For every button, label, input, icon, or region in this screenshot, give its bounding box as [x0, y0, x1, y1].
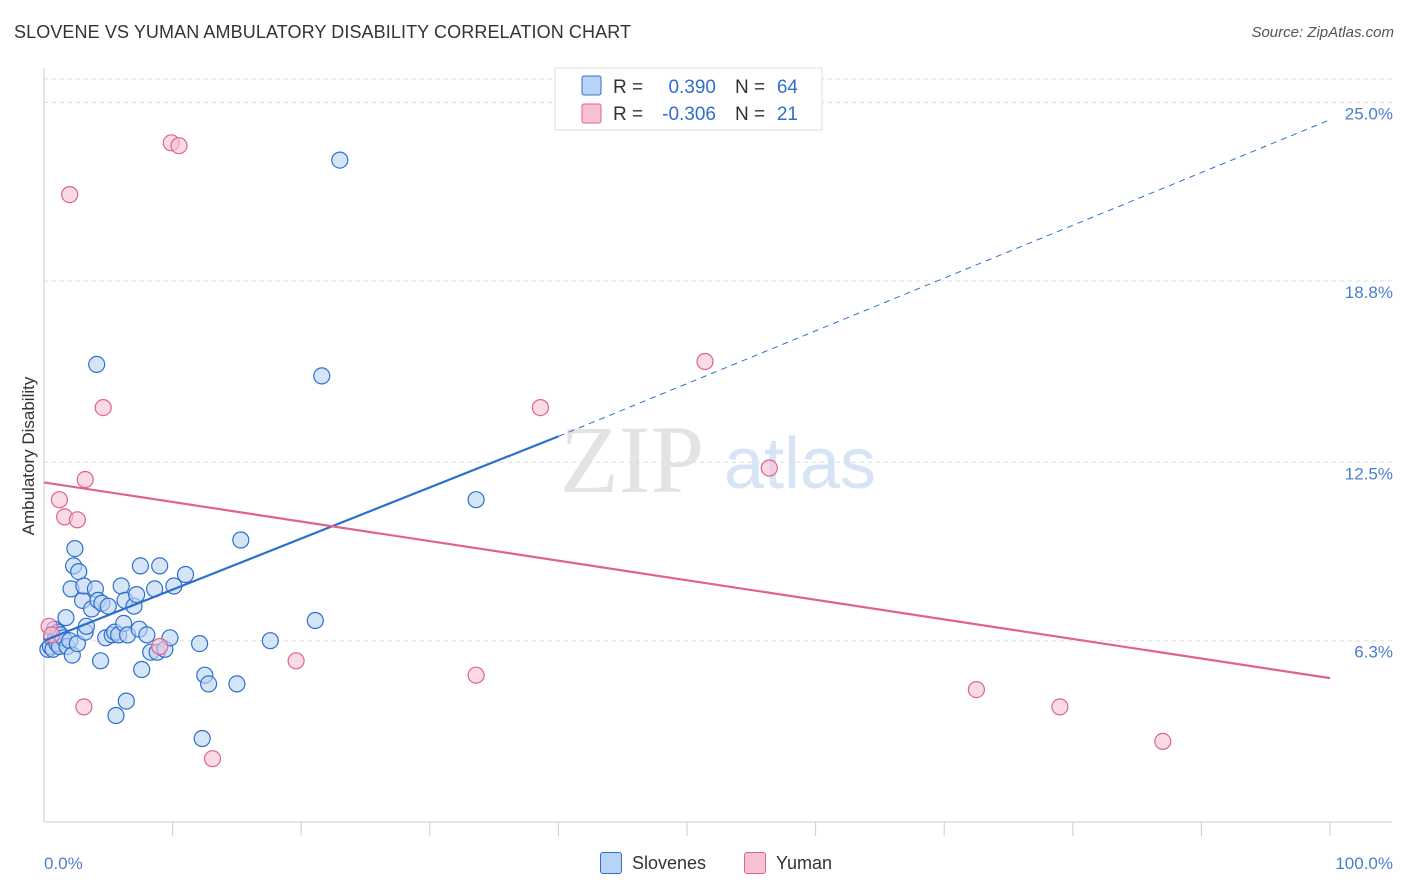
slovenes-point-11 [57, 609, 75, 627]
chart-title: SLOVENE VS YUMAN AMBULATORY DISABILITY C… [14, 22, 632, 42]
legend-item-yuman: Yuman [744, 852, 832, 874]
slovenes-point-45 [133, 660, 151, 679]
yuman-point-11 [170, 137, 188, 155]
yuman-point-13 [287, 652, 305, 670]
legend-label-slovenes: Slovenes [632, 852, 707, 873]
yuman-point-19 [1051, 698, 1069, 716]
x-tick-label-1: 100.0% [1335, 854, 1393, 873]
y-tick-label-3: 25.0% [1345, 105, 1393, 124]
slovenes-point-36 [112, 577, 130, 595]
slovenes-point-58 [200, 675, 218, 693]
slovenes-point-17 [66, 539, 84, 558]
trend-lines [43, 119, 1331, 680]
slovenes-point-26 [88, 355, 106, 373]
legend-swatch-yuman [581, 103, 602, 124]
legend-n-label-2: N = [735, 104, 770, 125]
y-tick-label-2: 18.8% [1345, 283, 1393, 302]
slovenes-swatch [600, 852, 622, 874]
y-axis-title: Ambulatory Disability [19, 376, 38, 535]
yuman-point-7 [75, 698, 93, 716]
yuman-point-8 [94, 399, 112, 417]
legend-r-label-1: R = [613, 77, 648, 98]
legend-n-value-2: 21 [777, 104, 798, 125]
yuman-swatch [744, 852, 766, 874]
slovenes-point-34 [107, 706, 125, 725]
slovenes-point-55 [191, 634, 209, 653]
yuman-point-16 [696, 352, 714, 371]
slovenes-trend-line [43, 435, 559, 642]
slovenes-point-64 [331, 151, 349, 169]
yuman-point-5 [68, 511, 87, 529]
slovenes-point-60 [232, 531, 250, 549]
legend-r-label-2: R = [613, 104, 648, 125]
tick-labels: 6.3% 12.5% 18.8% 25.0% 0.0% 100.0% [44, 105, 1393, 873]
yuman-point-12 [203, 750, 222, 768]
slovenes-point-46 [138, 626, 156, 644]
legend-label-yuman: Yuman [776, 852, 833, 873]
slovenes-point-50 [151, 557, 169, 575]
legend-r-value-2: -0.306 [662, 104, 716, 125]
yuman-point-17 [760, 459, 778, 477]
watermark-atlas: atlas [724, 424, 876, 504]
yuman-point-2 [50, 491, 69, 509]
y-tick-label-0: 6.3% [1354, 643, 1393, 662]
legend-n-label-1: N = [735, 77, 770, 98]
legend-r-value-1: 0.390 [668, 77, 716, 98]
yuman-trend-line [43, 481, 1331, 680]
axes [43, 68, 1392, 836]
yuman-point-20 [1154, 732, 1172, 751]
slovenes-point-19 [70, 562, 88, 581]
yuman-point-18 [967, 680, 986, 699]
slovenes-point-59 [228, 675, 246, 693]
bottom-legend: Slovenes Yuman [0, 852, 1406, 878]
yuman-point-15 [531, 399, 550, 417]
series-slovenes [39, 151, 485, 748]
series-yuman [40, 134, 1172, 768]
legend-box: R = 0.390 N = 64 R = -0.306 N = 21 [554, 67, 823, 131]
slovenes-point-29 [91, 652, 110, 670]
slovenes-point-44 [131, 557, 149, 575]
slovenes-point-39 [117, 692, 135, 710]
yuman-point-9 [151, 637, 169, 656]
slovenes-point-56 [193, 729, 211, 748]
yuman-point-14 [467, 666, 485, 684]
legend-swatch-slovenes [581, 75, 602, 96]
x-tick-label-0: 0.0% [44, 854, 83, 873]
slovenes-trend-extension [558, 119, 1331, 437]
watermark: ZIP atlas [560, 406, 876, 513]
legend-item-slovenes: Slovenes [600, 852, 706, 874]
yuman-point-4 [61, 186, 79, 204]
slovenes-point-62 [306, 611, 324, 630]
yuman-point-6 [76, 470, 94, 489]
legend-n-value-1: 64 [777, 77, 799, 98]
watermark-zip: ZIP [560, 406, 704, 513]
slovenes-point-63 [313, 367, 331, 385]
slovenes-point-65 [467, 491, 485, 509]
y-tick-label-1: 12.5% [1345, 464, 1393, 483]
slovenes-point-54 [176, 565, 195, 584]
slovenes-point-42 [128, 585, 146, 604]
slovenes-point-61 [261, 632, 279, 650]
source-label: Source: ZipAtlas.com [1251, 24, 1394, 41]
gridlines [44, 78, 1392, 642]
